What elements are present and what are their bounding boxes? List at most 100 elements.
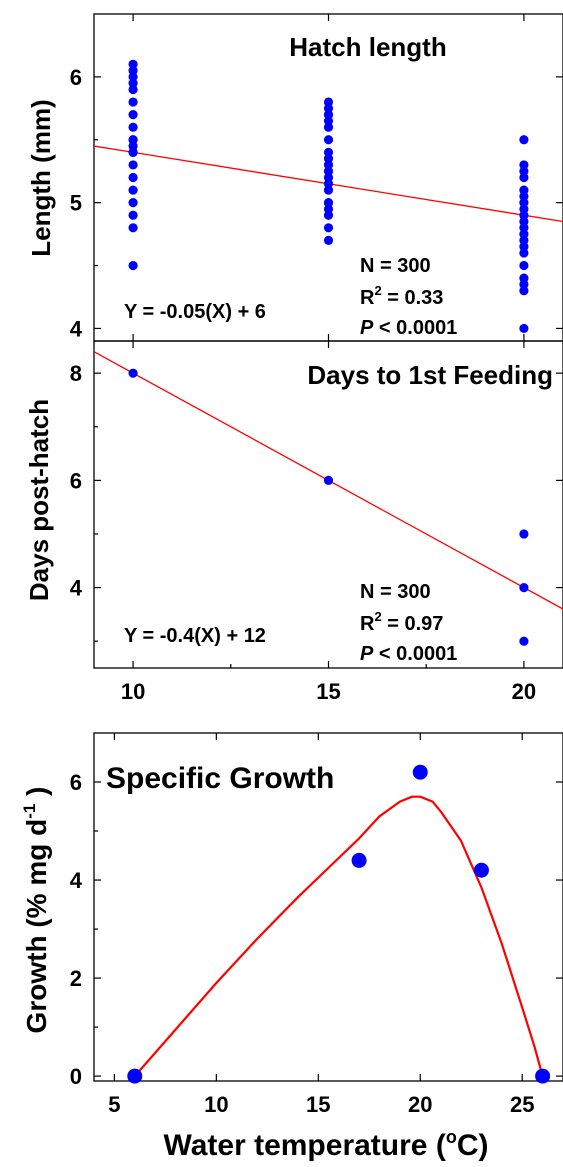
data-point (519, 235, 529, 245)
y-tick-label: 6 (70, 468, 82, 493)
x-axis-title: Water temperature (oC) (164, 1127, 489, 1162)
data-point (519, 286, 529, 296)
data-point (323, 116, 334, 126)
data-point (128, 368, 138, 378)
data-point (323, 198, 334, 208)
data-point (128, 210, 138, 220)
days-to-first-feeding-panel: 4 6 8 10 15 20 Days to 1st Feeding Days post-ha… (24, 340, 563, 704)
data-point (128, 135, 138, 145)
data-point (128, 223, 138, 233)
data-point (323, 204, 334, 214)
chart-title: Days to 1st Feeding (307, 360, 553, 390)
data-point (128, 110, 138, 120)
y-axis-title: Growth (% mg d-1 ) (20, 787, 52, 1034)
data-point (519, 279, 529, 290)
data-point (323, 103, 334, 113)
data-point (128, 198, 138, 208)
y-tick-label: 6 (70, 770, 82, 795)
data-point (128, 160, 138, 170)
data-point (519, 191, 529, 201)
data-point (323, 154, 334, 164)
data-point (519, 166, 529, 176)
data-point (519, 273, 529, 283)
data-point (323, 122, 334, 132)
n-label: N = 300 (360, 255, 431, 277)
data-point (323, 160, 334, 170)
data-point (128, 59, 138, 69)
data-point (519, 160, 529, 170)
data-point (519, 242, 529, 252)
specific-growth-panel: 0 2 4 6 5 10 15 20 25 Specific Growth Growth (% mg… (20, 732, 563, 1162)
r-squared-label: R2 = 0.33 (360, 283, 443, 309)
y-tick-label: 4 (70, 316, 83, 341)
x-tick-label: 10 (121, 679, 145, 704)
data-point (127, 1068, 143, 1084)
data-point (519, 223, 529, 233)
data-point (323, 210, 334, 220)
data-point (519, 172, 529, 183)
data-point (519, 198, 529, 208)
chart-title: Hatch length (289, 32, 446, 62)
plot-frame (93, 732, 563, 1082)
y-tick-label: 8 (70, 361, 82, 386)
data-point (323, 166, 334, 176)
data-point (128, 72, 138, 82)
data-point (519, 636, 529, 646)
data-point (323, 185, 334, 195)
data-point (128, 147, 138, 157)
data-point (519, 216, 529, 227)
data-point (128, 65, 138, 76)
data-point (128, 141, 138, 151)
data-point (128, 185, 138, 195)
data-point (519, 260, 529, 271)
x-tick-label: 5 (108, 1092, 120, 1117)
data-point (473, 862, 489, 878)
data-point (519, 582, 529, 593)
data-point (323, 97, 334, 107)
data-point (519, 248, 529, 258)
y-axis-title: Days post-hatch (24, 399, 54, 601)
fit-equation: Y = -0.05(X) + 6 (124, 301, 266, 323)
data-point (128, 172, 138, 183)
data-point (519, 323, 529, 334)
y-tick-label: 5 (70, 191, 82, 216)
y-tick-label: 4 (70, 576, 83, 601)
chart-title: Specific Growth (106, 762, 334, 795)
x-tick-label: 15 (306, 1092, 330, 1117)
data-point (519, 529, 529, 539)
hatch-length-panel: 4 5 6 Hatch length Length (mm) Y = -0.05(X) +… (26, 13, 563, 342)
data-point (128, 78, 138, 88)
data-point (323, 223, 334, 233)
data-point (323, 475, 334, 485)
y-tick-label: 0 (70, 1064, 82, 1089)
data-point (519, 135, 529, 145)
fit-curve (133, 795, 544, 1077)
data-point (323, 110, 334, 120)
data-point (519, 229, 529, 239)
data-point (128, 260, 138, 271)
data-point (323, 135, 334, 145)
x-tick-label: 20 (512, 679, 536, 704)
data-point (519, 185, 529, 195)
x-tick-label: 10 (204, 1092, 228, 1117)
y-axis-title: Length (mm) (26, 99, 56, 256)
data-point (323, 172, 334, 183)
y-tick-label: 2 (70, 966, 82, 991)
data-point (519, 204, 529, 214)
data-point (323, 179, 334, 189)
y-tick-label: 4 (70, 868, 83, 893)
x-tick-label: 25 (510, 1092, 534, 1117)
data-point (412, 764, 428, 780)
n-label: N = 300 (360, 581, 431, 603)
x-tick-label: 15 (316, 679, 340, 704)
x-tick-label: 20 (408, 1092, 432, 1117)
p-value-label: P < 0.0001 (360, 643, 457, 665)
y-tick-label: 6 (70, 65, 82, 90)
r-squared-label: R2 = 0.97 (360, 609, 443, 635)
data-point (519, 210, 529, 220)
data-point (351, 852, 367, 868)
data-point (128, 97, 138, 107)
p-value-label: P < 0.0001 (360, 317, 457, 339)
data-point (128, 122, 138, 132)
